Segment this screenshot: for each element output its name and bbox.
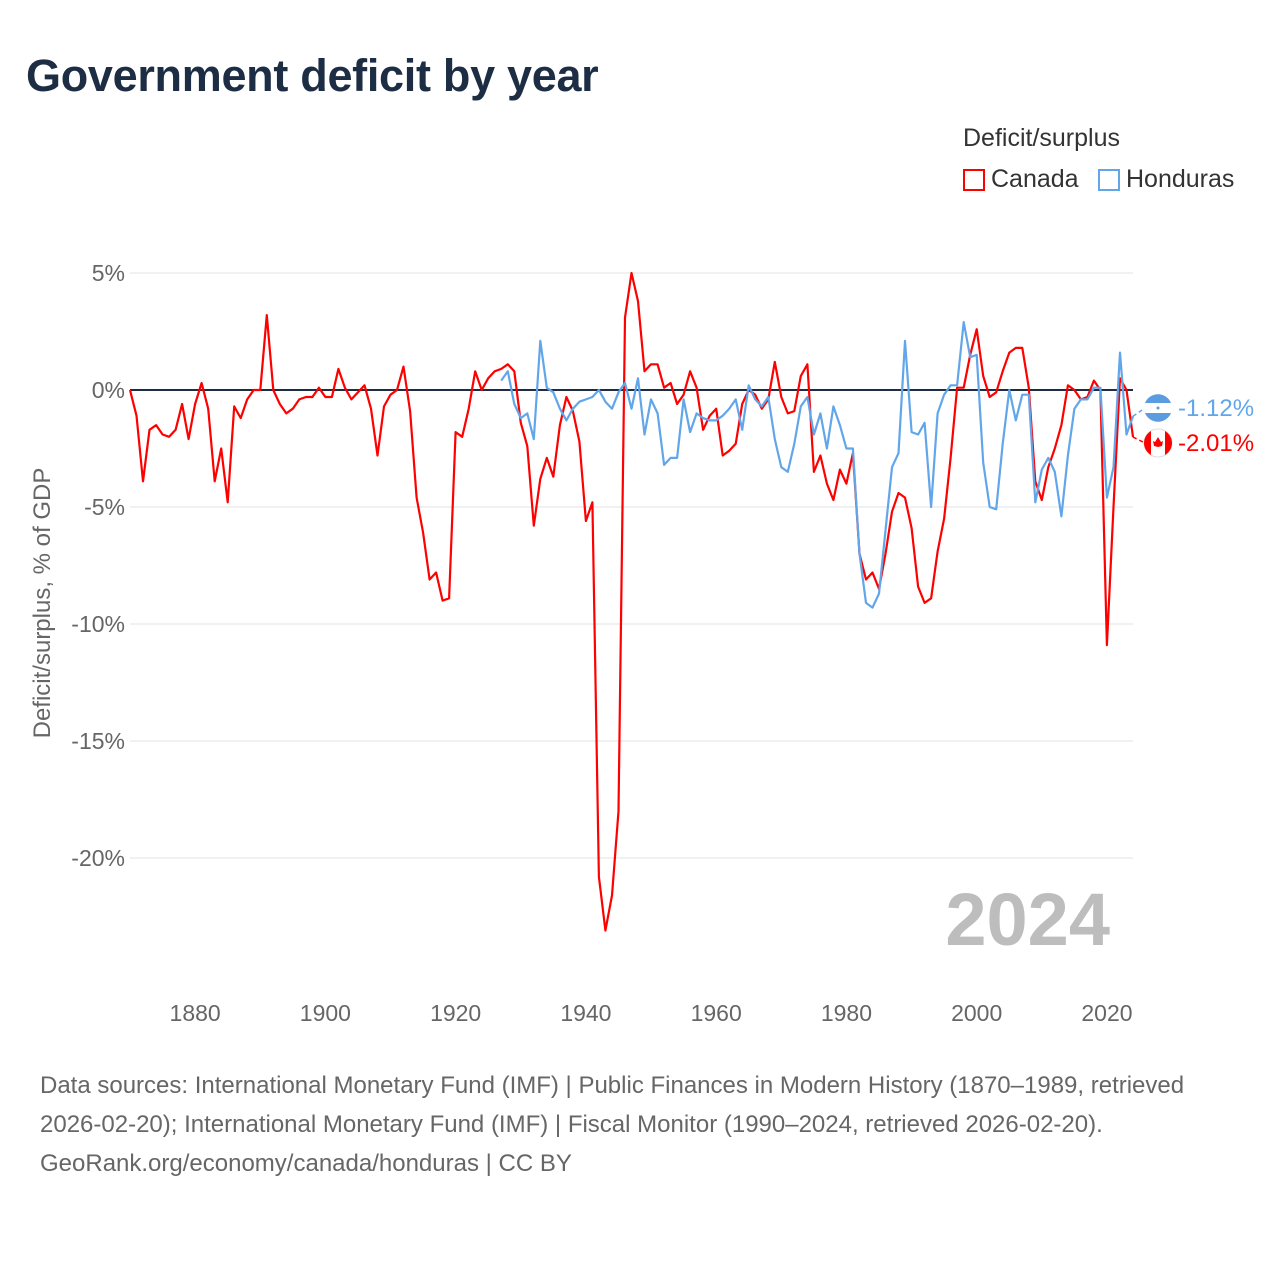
legend-swatch-canada <box>963 168 985 191</box>
x-tick-label: 1980 <box>821 1000 872 1026</box>
x-tick-label: 1880 <box>170 1000 221 1026</box>
legend-title: Deficit/surplus <box>963 124 1120 152</box>
x-tick-label: 1920 <box>430 1000 481 1026</box>
x-tick-label: 1900 <box>300 1000 351 1026</box>
legend-label-canada: Canada <box>991 165 1079 193</box>
canada-flag-icon <box>1143 428 1173 458</box>
y-tick-label: -20% <box>71 845 125 871</box>
x-tick-label: 1940 <box>560 1000 611 1026</box>
flag-band <box>1165 431 1172 455</box>
end-connector-honduras <box>1132 407 1146 417</box>
x-tick-label: 1960 <box>691 1000 742 1026</box>
y-tick-label: -10% <box>71 611 125 637</box>
series-line-canada <box>128 271 1135 932</box>
series-line-honduras <box>500 321 1135 609</box>
maple-leaf <box>1153 437 1163 447</box>
chart-title: Government deficit by year <box>26 50 599 101</box>
legend-label-honduras: Honduras <box>1126 165 1235 193</box>
y-tick-label: -15% <box>71 728 125 754</box>
x-tick-label: 2000 <box>951 1000 1002 1026</box>
footer: Data sources: International Monetary Fun… <box>40 1066 1240 1183</box>
y-tick-label: 5% <box>92 260 125 286</box>
legend-swatch-honduras <box>1098 168 1120 191</box>
data-sources: Data sources: International Monetary Fun… <box>40 1072 1185 1138</box>
flag-band <box>1145 413 1171 422</box>
flag-band <box>1144 431 1151 455</box>
legend-item-canada[interactable]: Canada <box>963 165 1079 194</box>
y-tick-label: 0% <box>92 377 125 403</box>
flag-star <box>1156 406 1160 410</box>
honduras-flag-icon <box>1144 394 1172 422</box>
x-tick-label: 2020 <box>1081 1000 1132 1026</box>
flag-band <box>1145 394 1171 403</box>
credit-link[interactable]: GeoRank.org/economy/canada/honduras | CC… <box>40 1150 572 1177</box>
end-label-honduras: -1.12% <box>1178 395 1254 422</box>
chart-plot: 2024 1880 1900 1920 1940 1960 1980 2000 2020 5%… <box>29 260 1254 1026</box>
year-watermark: 2024 <box>945 878 1110 961</box>
y-axis-label: Deficit/surplus, % of GDP <box>29 468 56 739</box>
legend-item-honduras[interactable]: Honduras <box>1098 165 1234 194</box>
end-connector-canada <box>1132 436 1146 444</box>
end-label-canada: -2.01% <box>1178 430 1254 457</box>
y-tick-label: -5% <box>84 494 125 520</box>
